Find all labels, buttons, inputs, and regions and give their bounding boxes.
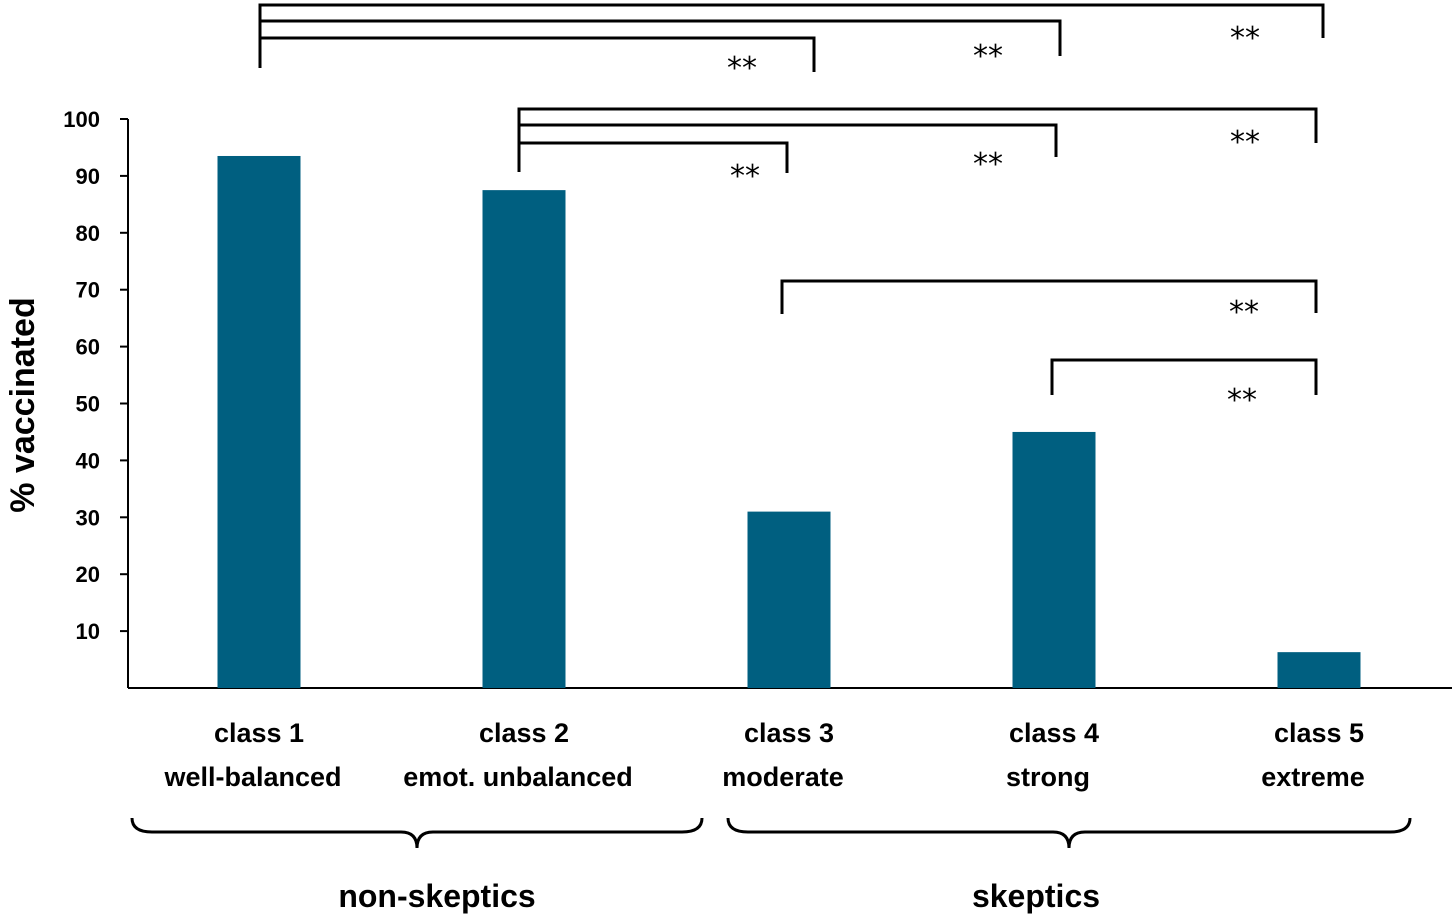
y-tick-label: 100 — [63, 107, 100, 132]
group-brace — [726, 817, 1412, 849]
significance-label: ** — [730, 159, 760, 194]
x-category-sublabel: extreme — [1261, 762, 1365, 792]
bar — [1277, 652, 1361, 688]
significance-bracket — [780, 279, 1318, 314]
significance-brackets: ** ** ** ** ** ** ** ** — [258, 3, 1325, 418]
x-category-label: class 3 — [744, 718, 834, 748]
x-category-sublabel: well-balanced — [163, 762, 341, 792]
group-braces: non-skeptics skeptics — [130, 817, 1412, 914]
group-label: non-skeptics — [338, 878, 535, 914]
significance-bracket — [258, 19, 1062, 68]
significance-label: ** — [1230, 21, 1260, 56]
significance-label: ** — [973, 147, 1003, 182]
significance-bracket — [517, 107, 1318, 172]
y-tick-label: 20 — [76, 562, 100, 587]
significance-label: ** — [727, 51, 757, 86]
y-tick-label: 30 — [76, 505, 100, 530]
bar — [217, 155, 301, 689]
significance-label: ** — [1230, 125, 1260, 160]
x-category-label: class 2 — [479, 718, 569, 748]
x-category-label: class 5 — [1274, 718, 1364, 748]
bar — [747, 511, 831, 688]
y-tick-label: 50 — [76, 392, 100, 417]
significance-bracket — [258, 36, 816, 72]
significance-bracket — [517, 141, 789, 173]
bars — [217, 155, 1361, 689]
significance-bracket — [1050, 358, 1318, 395]
y-tick-label: 40 — [76, 448, 100, 473]
significance-label: ** — [973, 39, 1003, 74]
group-brace — [130, 817, 704, 849]
significance-label: ** — [1227, 383, 1257, 418]
x-category-sublabel: emot. unbalanced — [403, 762, 633, 792]
x-category-label: class 4 — [1009, 718, 1099, 748]
x-category-sublabel: strong — [1006, 762, 1090, 792]
y-tick-label: 60 — [76, 335, 100, 360]
y-tick-label: 90 — [76, 164, 100, 189]
x-category-sublabel: moderate — [722, 762, 844, 792]
y-axis-title: % vaccinated — [4, 297, 42, 512]
y-tick-label: 80 — [76, 221, 100, 246]
group-label: skeptics — [972, 878, 1100, 914]
y-tick-labels: 10 20 30 40 50 60 70 80 90 100 — [63, 107, 128, 644]
x-category-label: class 1 — [214, 718, 304, 748]
bar — [1012, 431, 1096, 688]
y-tick-label: 10 — [76, 619, 100, 644]
x-category-labels: class 1 well-balanced class 2 emot. unbalan… — [163, 718, 1364, 792]
bar — [482, 190, 566, 688]
significance-label: ** — [1229, 295, 1259, 330]
y-tick-label: 70 — [76, 278, 100, 303]
